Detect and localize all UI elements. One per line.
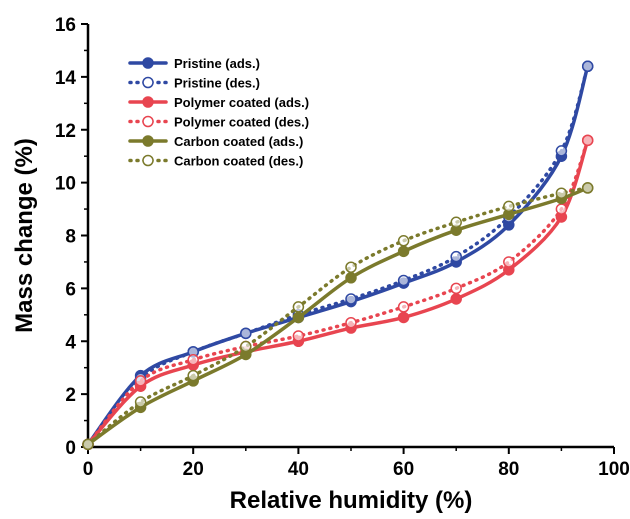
x-tick-label: 20 bbox=[183, 459, 204, 480]
legend-label: Carbon coated (des.) bbox=[174, 154, 303, 169]
x-tick-label: 40 bbox=[288, 459, 309, 480]
data-point bbox=[397, 274, 410, 287]
series-carbon-coated-des bbox=[82, 182, 594, 451]
series-line bbox=[86, 138, 590, 447]
series-line bbox=[86, 64, 590, 447]
data-point bbox=[581, 134, 594, 147]
data-point bbox=[187, 354, 199, 366]
data-point bbox=[450, 216, 462, 229]
y-tick-label: 6 bbox=[65, 279, 76, 300]
data-point bbox=[240, 340, 252, 353]
data-point bbox=[397, 301, 410, 313]
data-point bbox=[345, 293, 357, 305]
data-point bbox=[581, 60, 594, 73]
data-point bbox=[134, 396, 147, 408]
series-polymer-coated-des bbox=[82, 134, 594, 451]
series-polymer-coated-ads bbox=[82, 134, 594, 451]
data-point bbox=[555, 203, 568, 215]
data-point bbox=[345, 272, 357, 284]
data-point bbox=[345, 316, 357, 329]
data-point bbox=[555, 145, 568, 157]
data-point bbox=[292, 311, 305, 324]
legend-label: Carbon coated (ads.) bbox=[174, 134, 303, 149]
y-tick-label: 0 bbox=[65, 438, 76, 459]
data-point bbox=[450, 293, 462, 305]
data-point bbox=[503, 200, 515, 213]
legend-label: Polymer coated (ads.) bbox=[174, 95, 309, 110]
legend-swatch-marker bbox=[142, 76, 154, 89]
y-tick-label: 4 bbox=[65, 332, 76, 353]
y-axis-title: Mass change (%) bbox=[11, 138, 38, 333]
y-tick-label: 12 bbox=[55, 121, 76, 142]
series-line bbox=[86, 138, 590, 447]
x-tick-label: 80 bbox=[498, 459, 519, 480]
data-point bbox=[187, 369, 199, 382]
x-axis-title: Relative humidity (%) bbox=[230, 487, 473, 514]
series-carbon-coated-ads bbox=[82, 182, 594, 451]
x-tick-label: 0 bbox=[83, 459, 94, 480]
legend-swatch-marker bbox=[142, 96, 154, 108]
y-tick-label: 8 bbox=[65, 227, 76, 248]
data-point bbox=[397, 235, 410, 247]
legend-swatch-marker bbox=[142, 57, 154, 69]
data-point bbox=[450, 250, 462, 263]
legend-swatch-marker bbox=[142, 115, 154, 128]
y-tick-label: 16 bbox=[55, 15, 76, 36]
data-point bbox=[292, 330, 305, 342]
data-point bbox=[555, 187, 568, 199]
data-point bbox=[292, 301, 305, 313]
legend-label: Polymer coated (des.) bbox=[174, 115, 309, 130]
legend: Pristine (ads.) Pristine (des.) Polymer co… bbox=[128, 56, 309, 169]
data-point bbox=[82, 438, 94, 451]
y-tick-label: 10 bbox=[55, 174, 76, 195]
x-tick-label: 100 bbox=[598, 459, 630, 480]
y-tick-label: 14 bbox=[55, 68, 77, 89]
data-point bbox=[450, 282, 462, 295]
data-point bbox=[240, 327, 252, 340]
legend-label: Pristine (des.) bbox=[174, 76, 260, 91]
data-point bbox=[134, 375, 147, 387]
axes-layer: 0 20 40 60 80 100 0 2 4 6 8 10 12 14 16 bbox=[55, 15, 630, 480]
data-point bbox=[503, 256, 515, 268]
legend-swatch-marker bbox=[142, 154, 154, 167]
series-line bbox=[86, 64, 590, 447]
data-point bbox=[345, 261, 357, 273]
legend-swatch-marker bbox=[142, 135, 154, 147]
series-layer bbox=[82, 60, 594, 451]
y-tick-label: 2 bbox=[65, 385, 76, 406]
x-tick-label: 60 bbox=[393, 459, 414, 480]
data-point bbox=[397, 311, 410, 324]
data-point bbox=[397, 245, 410, 258]
data-point bbox=[581, 182, 594, 194]
legend-label: Pristine (ads.) bbox=[174, 56, 260, 71]
